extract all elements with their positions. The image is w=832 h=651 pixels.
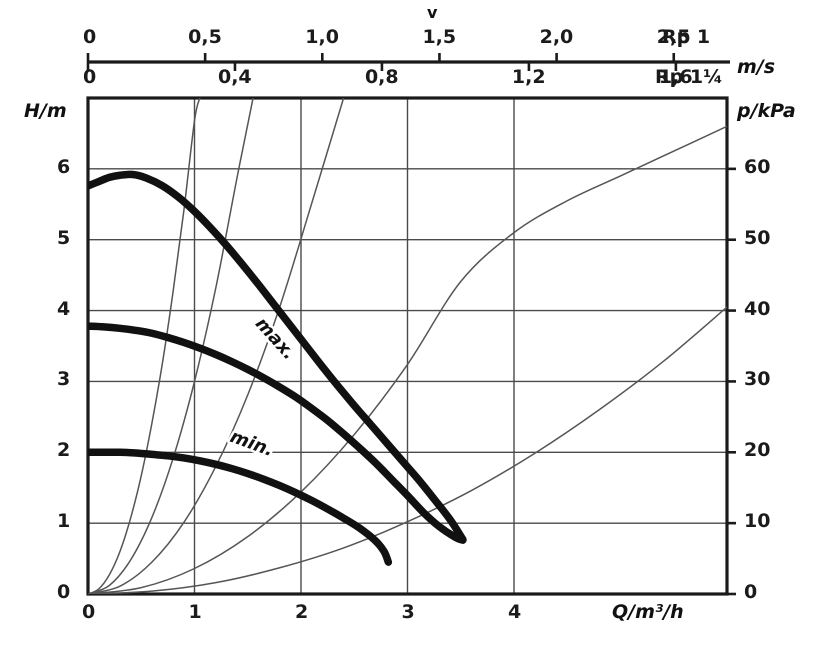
gridlines bbox=[88, 98, 727, 594]
curve-system-curve-2 bbox=[88, 98, 254, 594]
velocity-axis-symbol: v bbox=[427, 3, 438, 22]
velocity-tick-label-secondary: 0,8 bbox=[364, 66, 399, 88]
x-bottom-axis-title: Q/m³/h bbox=[612, 601, 684, 623]
velocity-tick-label-secondary: 0,4 bbox=[217, 66, 252, 88]
top-velocity-axis bbox=[86, 53, 730, 71]
y-left-tick-label: 0 bbox=[57, 581, 71, 603]
x-tick-label: 3 bbox=[401, 601, 415, 623]
y-right-tick-label: 50 bbox=[744, 226, 771, 249]
velocity-tick-label-primary: 1,5 bbox=[422, 26, 457, 48]
y-right-tick-label: 60 bbox=[744, 155, 771, 178]
y-right-tick-label: 20 bbox=[744, 439, 771, 462]
curve-min. bbox=[88, 448, 393, 566]
y-left-axis-title: H/m bbox=[24, 100, 67, 122]
x-tick-label: 4 bbox=[508, 601, 522, 623]
curve-label-min.: min.min. bbox=[225, 424, 279, 464]
y-right-tick-label: 10 bbox=[744, 510, 771, 533]
plot-border bbox=[86, 96, 729, 596]
x-tick-label: 0 bbox=[82, 601, 96, 623]
y-right-tick-label: 40 bbox=[744, 297, 771, 320]
velocity-tick-label-primary: 0 bbox=[83, 26, 97, 48]
curve-mid bbox=[88, 322, 467, 544]
velocity-tick-label-primary: 2,5 bbox=[656, 26, 691, 48]
pipe-size-rp1-label: Rp 1 bbox=[662, 26, 711, 48]
velocity-unit-label: m/s bbox=[737, 56, 776, 78]
curve-max. bbox=[88, 170, 467, 544]
y-right-tick-label: 0 bbox=[744, 581, 758, 603]
velocity-tick-label-secondary: 1,6 bbox=[658, 66, 693, 88]
curve-system-curve-3 bbox=[88, 98, 345, 594]
y-left-tick-label: 2 bbox=[57, 439, 71, 462]
plot-frame bbox=[86, 96, 729, 596]
x-tick-label: 1 bbox=[188, 601, 202, 623]
curve-system-curve-1 bbox=[88, 98, 201, 594]
curve-system-curve-5 bbox=[88, 306, 727, 594]
axis-tick-marks bbox=[727, 167, 736, 596]
y-right-tick-label: 30 bbox=[744, 368, 771, 391]
y-left-tick-label: 5 bbox=[57, 226, 71, 249]
y-left-tick-label: 3 bbox=[57, 368, 71, 391]
y-left-tick-label: 4 bbox=[57, 297, 71, 320]
svg-text:min.: min. bbox=[227, 426, 276, 461]
velocity-tick-label-primary: 0,5 bbox=[188, 26, 222, 48]
y-left-tick-label: 6 bbox=[57, 155, 71, 178]
velocity-tick-label-primary: 1,0 bbox=[305, 26, 339, 48]
velocity-tick-label-secondary: 0 bbox=[83, 66, 97, 88]
pipe-size-rp125-label: Rp 1¼ bbox=[655, 66, 723, 88]
velocity-tick-label-primary: 2,0 bbox=[539, 26, 574, 48]
x-tick-label: 2 bbox=[295, 601, 309, 623]
curve-labels: max.max.min.min. bbox=[225, 311, 302, 464]
y-left-tick-label: 1 bbox=[57, 510, 71, 533]
y-right-axis-title: p/kPa bbox=[737, 100, 796, 122]
curve-system-curve-4 bbox=[88, 125, 727, 594]
velocity-tick-label-secondary: 1,2 bbox=[511, 66, 546, 88]
pump-head-curves bbox=[88, 170, 467, 566]
system-curves bbox=[88, 98, 727, 594]
